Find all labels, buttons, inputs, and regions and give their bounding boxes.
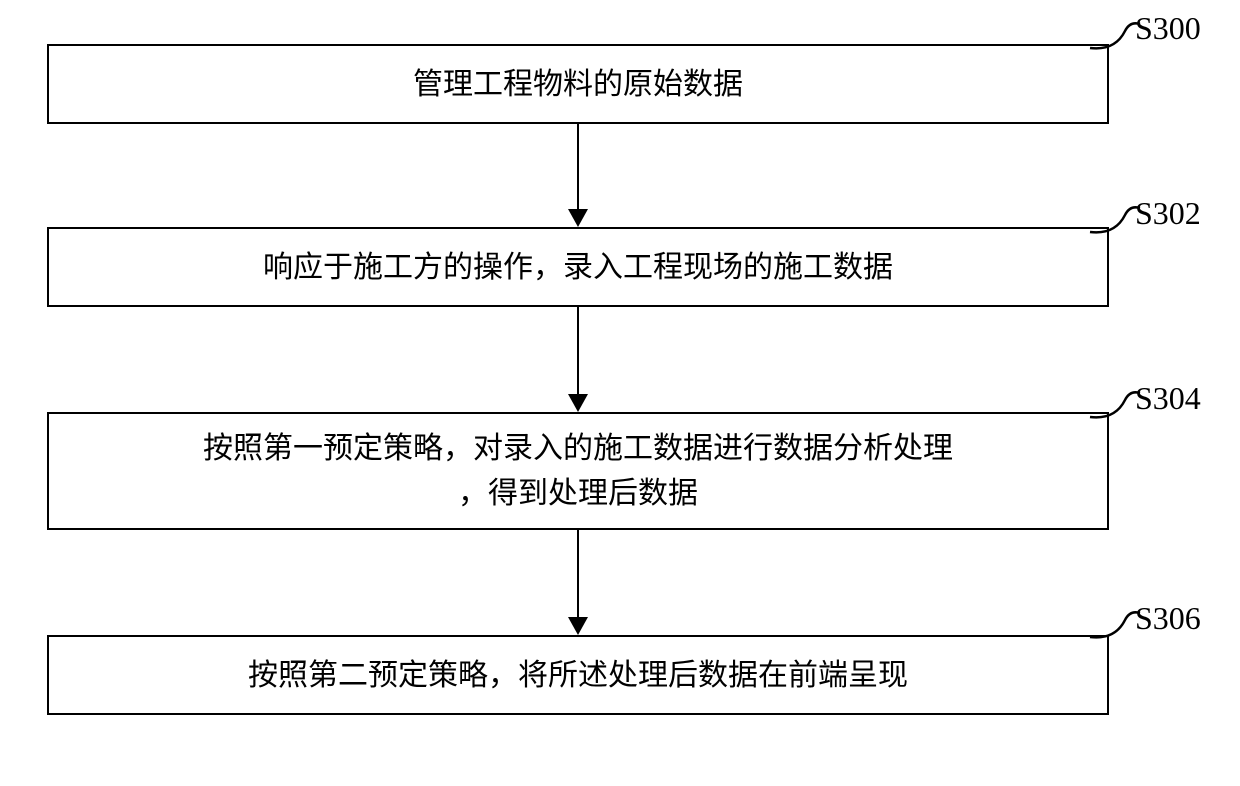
step-s306-label: S306 <box>1135 600 1201 637</box>
step-s304-box: 按照第一预定策略，对录入的施工数据进行数据分析处理 ，得到处理后数据 <box>47 412 1109 530</box>
step-s306-text: 按照第二预定策略，将所述处理后数据在前端呈现 <box>248 653 908 698</box>
flowchart-container: 管理工程物料的原始数据 S300 响应于施工方的操作，录入工程现场的施工数据 S… <box>0 0 1240 786</box>
step-s302-text: 响应于施工方的操作，录入工程现场的施工数据 <box>263 245 893 290</box>
step-s304-label: S304 <box>1135 380 1201 417</box>
step-s300-text: 管理工程物料的原始数据 <box>413 62 743 107</box>
step-s302-label: S302 <box>1135 195 1201 232</box>
step-s302-box: 响应于施工方的操作，录入工程现场的施工数据 <box>47 227 1109 307</box>
step-s300-label: S300 <box>1135 10 1201 47</box>
connector-s300-s302 <box>568 124 588 227</box>
step-s306-box: 按照第二预定策略，将所述处理后数据在前端呈现 <box>47 635 1109 715</box>
connector-s302-s304 <box>568 307 588 412</box>
connector-s304-s306 <box>568 530 588 635</box>
step-s300-box: 管理工程物料的原始数据 <box>47 44 1109 124</box>
step-s304-text: 按照第一预定策略，对录入的施工数据进行数据分析处理 ，得到处理后数据 <box>203 426 953 516</box>
